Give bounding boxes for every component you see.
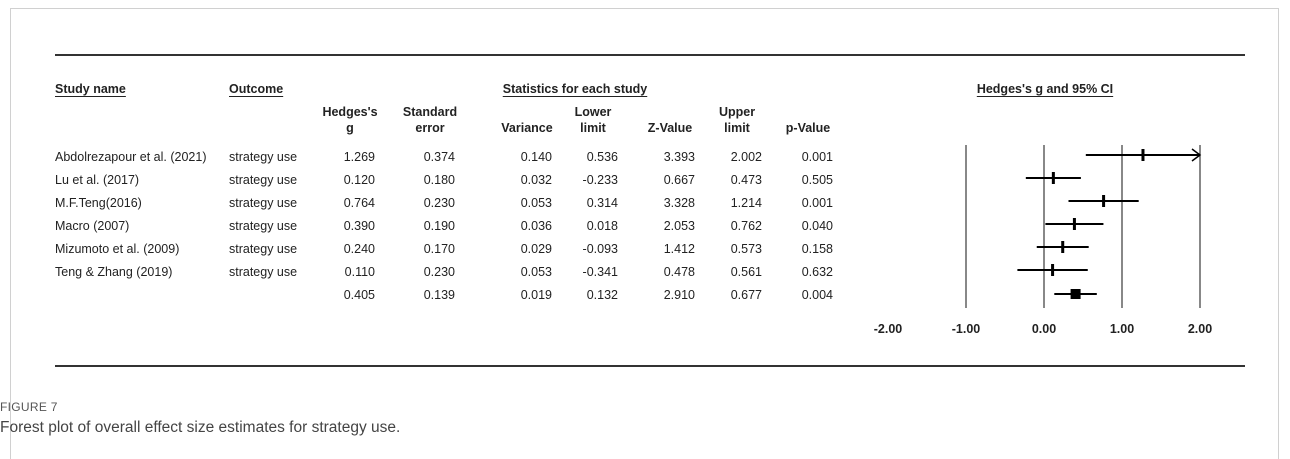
- row-6-upper: 0.561: [730, 265, 762, 279]
- header-plot-group: Hedges's g and 95% CI: [976, 82, 1114, 96]
- row-1-lower: 0.536: [586, 150, 618, 164]
- row-3-upper: 1.214: [730, 196, 762, 210]
- row-3-g: 0.764: [343, 196, 375, 210]
- column-header-6-line-1: Upper: [718, 105, 756, 119]
- row-7-g: 0.405: [343, 288, 375, 302]
- row-7-se: 0.139: [423, 288, 455, 302]
- column-header-1-line-1: Hedges's: [322, 105, 378, 119]
- figure-label: FIGURE 7: [0, 400, 58, 414]
- row-1-outcome: strategy use: [229, 150, 298, 164]
- row-3-outcome: strategy use: [229, 196, 298, 210]
- row-6-z: 0.478: [663, 265, 695, 279]
- row-4-p: 0.040: [801, 219, 833, 233]
- row-5-upper: 0.573: [730, 242, 762, 256]
- row-2-lower: -0.233: [582, 173, 618, 187]
- row-3-se: 0.230: [423, 196, 455, 210]
- column-header-3-line-2: Variance: [501, 121, 553, 135]
- header-outcome: Outcome: [229, 82, 284, 96]
- row-7-p: 0.004: [801, 288, 833, 302]
- row-4-se: 0.190: [423, 219, 455, 233]
- row-6-se: 0.230: [423, 265, 455, 279]
- row-5-se: 0.170: [423, 242, 455, 256]
- header-study-name: Study name: [55, 82, 126, 96]
- row-3-lower: 0.314: [586, 196, 618, 210]
- row-6-p: 0.632: [801, 265, 833, 279]
- row-6-study-name: Teng & Zhang (2019): [55, 265, 173, 279]
- row-2-outcome: strategy use: [229, 173, 298, 187]
- row-1-study-name: Abdolrezapour et al. (2021): [55, 150, 207, 164]
- row-6-g: 0.110: [344, 265, 375, 279]
- row-4-g: 0.390: [343, 219, 375, 233]
- top-rule: [55, 54, 1245, 56]
- row-1-var: 0.140: [520, 150, 552, 164]
- column-header-2-line-1: Standard: [402, 105, 458, 119]
- figure-frame: [10, 8, 1279, 459]
- row-4-lower: 0.018: [586, 219, 618, 233]
- row-7-lower: 0.132: [586, 288, 618, 302]
- row-5-var: 0.029: [520, 242, 552, 256]
- row-4-z: 2.053: [663, 219, 695, 233]
- row-5-outcome: strategy use: [229, 242, 298, 256]
- row-5-z: 1.412: [663, 242, 695, 256]
- row-4-var: 0.036: [520, 219, 552, 233]
- row-5-g: 0.240: [343, 242, 375, 256]
- bottom-rule: [55, 365, 1245, 367]
- row-4-outcome: strategy use: [229, 219, 298, 233]
- column-header-6-line-2: limit: [724, 121, 750, 135]
- row-4-study-name: Macro (2007): [55, 219, 130, 233]
- row-6-outcome: strategy use: [229, 265, 298, 279]
- row-3-z: 3.328: [663, 196, 695, 210]
- row-1-upper: 2.002: [730, 150, 762, 164]
- row-2-p: 0.505: [801, 173, 833, 187]
- row-7-z: 2.910: [663, 288, 695, 302]
- row-1-se: 0.374: [423, 150, 455, 164]
- header-statistics-group: Statistics for each study: [502, 82, 648, 96]
- row-6-var: 0.053: [520, 265, 552, 279]
- row-4-upper: 0.762: [730, 219, 762, 233]
- row-2-g: 0.120: [343, 173, 375, 187]
- column-header-7-line-2: p-Value: [785, 121, 831, 135]
- figure-caption: Forest plot of overall effect size estim…: [0, 419, 401, 436]
- row-1-g: 1.269: [343, 150, 375, 164]
- row-1-z: 3.393: [663, 150, 695, 164]
- row-2-study-name: Lu et al. (2017): [55, 173, 140, 187]
- column-header-1-line-2: g: [346, 121, 354, 135]
- row-2-var: 0.032: [520, 173, 552, 187]
- column-header-4-line-2: limit: [580, 121, 606, 135]
- row-2-z: 0.667: [663, 173, 695, 187]
- row-6-lower: -0.341: [582, 265, 618, 279]
- row-2-se: 0.180: [423, 173, 455, 187]
- row-1-p: 0.001: [801, 150, 833, 164]
- row-3-var: 0.053: [520, 196, 552, 210]
- row-7-upper: 0.677: [730, 288, 762, 302]
- row-5-study-name: Mizumoto et al. (2009): [55, 242, 180, 256]
- row-2-upper: 0.473: [730, 173, 762, 187]
- column-header-5-line-2: Z-Value: [647, 121, 693, 135]
- column-header-4-line-1: Lower: [574, 105, 612, 119]
- row-5-lower: -0.093: [582, 242, 618, 256]
- row-3-study-name: M.F.Teng(2016): [55, 196, 142, 210]
- row-3-p: 0.001: [801, 196, 833, 210]
- column-header-2-line-2: error: [415, 121, 445, 135]
- row-7-var: 0.019: [520, 288, 552, 302]
- row-5-p: 0.158: [801, 242, 833, 256]
